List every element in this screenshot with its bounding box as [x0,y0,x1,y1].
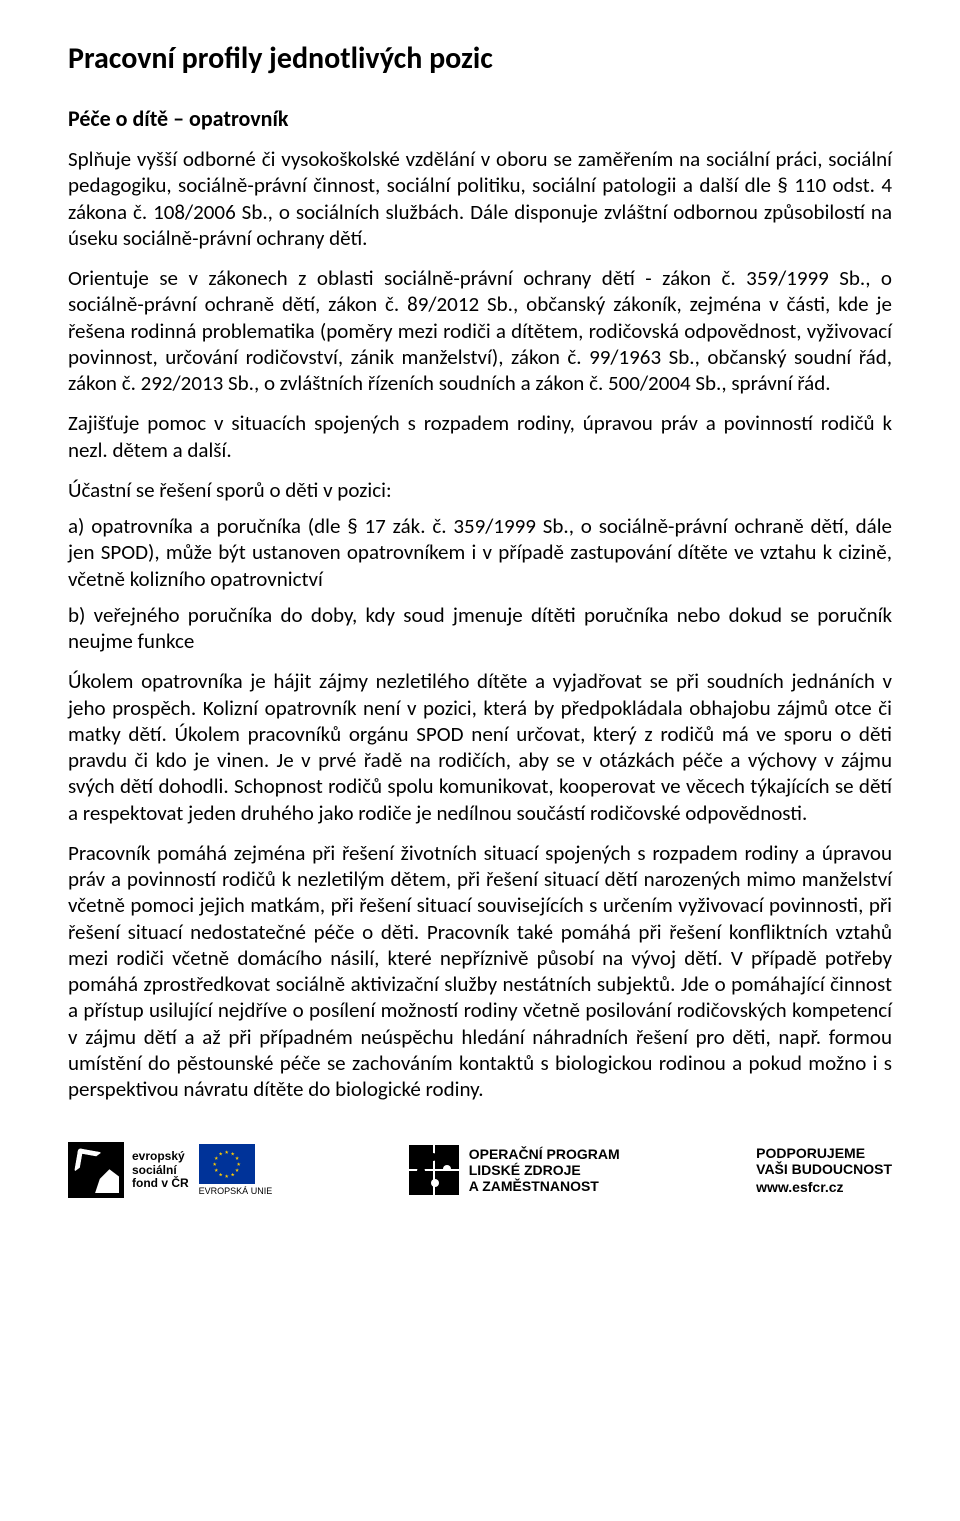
document-page: Pracovní profily jednotlivých pozic Péče… [0,0,960,1228]
paragraph: Orientuje se v zákonech z oblasti sociál… [68,265,892,396]
esf-text: evropský sociální fond v ČR [132,1150,189,1190]
esf-line: evropský [132,1150,189,1163]
op-line: A ZAMĚSTNANOST [469,1178,620,1194]
eu-flag-block: EVROPSKÁ UNIE [199,1144,273,1196]
page-title: Pracovní profily jednotlivých pozic [68,40,892,77]
support-line: VAŠI BUDOUCNOST [756,1161,892,1177]
footer-logos: evropský sociální fond v ČR EVROPSKÁ UNI… [68,1142,892,1198]
list-item-b: b) veřejného poručníka do doby, kdy soud… [68,602,892,655]
paragraph: Úkolem opatrovníka je hájit zájmy nezlet… [68,668,892,826]
esf-line: sociální [132,1164,189,1177]
esf-line: fond v ČR [132,1177,189,1190]
puzzle-icon [409,1145,459,1195]
eu-flag-icon [199,1144,255,1184]
op-line: LIDSKÉ ZDROJE [469,1162,620,1178]
paragraph: Zajišťuje pomoc v situacích spojených s … [68,410,892,463]
eu-label: EVROPSKÁ UNIE [199,1186,273,1196]
esf-logo: evropský sociální fond v ČR [68,1142,189,1198]
esf-icon [68,1142,124,1198]
section-subtitle: Péče o dítě – opatrovník [68,105,892,132]
op-block: OPERAČNÍ PROGRAM LIDSKÉ ZDROJE A ZAMĚSTN… [409,1145,620,1195]
support-line: PODPORUJEME [756,1145,892,1161]
support-block: PODPORUJEME VAŠI BUDOUCNOST www.esfcr.cz [756,1145,892,1195]
support-url: www.esfcr.cz [756,1179,892,1195]
op-line: OPERAČNÍ PROGRAM [469,1146,620,1162]
paragraph: Účastní se řešení sporů o děti v pozici: [68,477,892,503]
list-item-a: a) opatrovníka a poručníka (dle § 17 zák… [68,513,892,592]
esf-eu-block: evropský sociální fond v ČR EVROPSKÁ UNI… [68,1142,272,1198]
op-text: OPERAČNÍ PROGRAM LIDSKÉ ZDROJE A ZAMĚSTN… [469,1146,620,1194]
paragraph: Splňuje vyšší odborné či vysokoškolské v… [68,146,892,251]
paragraph: Pracovník pomáhá zejména při řešení živo… [68,840,892,1103]
